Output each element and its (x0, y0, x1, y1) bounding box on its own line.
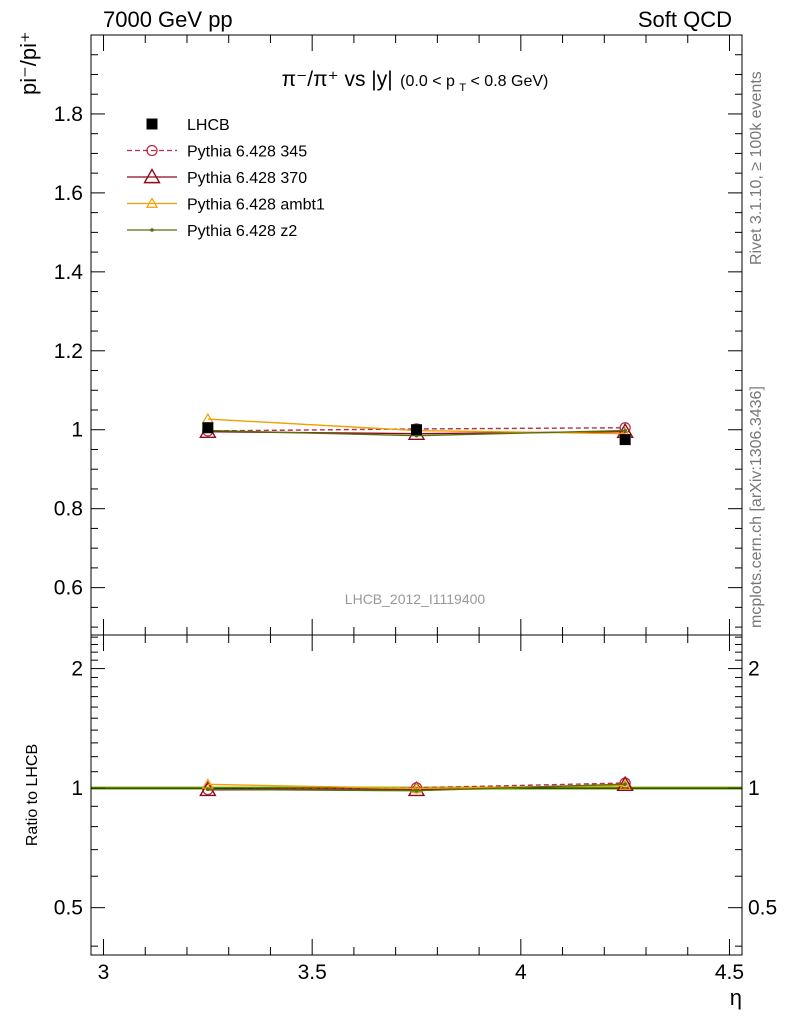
main-y-tick-label: 0.6 (54, 577, 83, 600)
ratio-y-tick-label-left: 1 (71, 777, 83, 800)
ratio-y-tick-label-right: 1 (748, 777, 760, 800)
ratio-y-tick-label-right: 2 (748, 658, 760, 681)
legend-item: Pythia 6.428 ambt1 (127, 197, 325, 214)
ratio-y-tick-label-right: 0.5 (748, 897, 777, 920)
ratio-series-layer (199, 775, 634, 797)
legend-marker (146, 118, 158, 130)
ratio-series-marker (623, 782, 627, 787)
x-axis-label: η (730, 985, 742, 1010)
legend-item: LHCB (146, 117, 230, 134)
legend-marker (146, 144, 158, 157)
x-tick-label: 4.5 (715, 961, 744, 984)
legend-marker (143, 168, 161, 184)
legend-item: Pythia 6.428 370 (127, 168, 307, 187)
ratio-panel: 0.5 0.5 1 1 2 2 3 3.5 4 4.5 Ratio to LHCB η (24, 634, 777, 1010)
ratio-y-tick-label-left: 0.5 (54, 897, 83, 920)
x-tick-label: 3 (98, 961, 110, 984)
mcplots-reference-label: mcplots.cern.ch [arXiv:1306.3436] (748, 386, 765, 628)
legend-label: Pythia 6.428 345 (187, 144, 307, 161)
legend-label: LHCB (187, 117, 230, 134)
ratio-series-marker (414, 788, 419, 793)
ratio-plot-frame (90, 634, 743, 956)
data-point (411, 424, 422, 436)
legend: LHCB Pythia 6.428 345 Pythia 6.428 370 Pyth… (127, 117, 325, 240)
main-series-layer (199, 412, 634, 446)
title-main: π⁻/π⁺ vs |y| (282, 68, 393, 91)
x-tick-label: 3.5 (298, 961, 327, 984)
main-panel: 0.6 0.8 1 1.2 1.4 1.6 1.8 pi⁻/pi⁺ π⁻/π⁺ vs |y|… (16, 31, 743, 636)
legend-label: Pythia 6.428 z2 (187, 223, 297, 240)
legend-marker (145, 197, 159, 208)
main-y-tick-label: 1.2 (54, 340, 83, 363)
title-cut-suffix: < 0.8 GeV) (471, 73, 549, 90)
main-y-axis: 0.6 0.8 1 1.2 1.4 1.6 1.8 (54, 54, 742, 628)
main-y-tick-label: 1 (71, 419, 83, 442)
main-y-tick-label: 1.6 (54, 182, 83, 205)
ratio-y-tick-label-left: 2 (71, 658, 83, 681)
legend-item: Pythia 6.428 z2 (127, 223, 297, 240)
analysis-watermark: LHCB_2012_I1119400 (345, 591, 486, 607)
x-tick-label: 4 (515, 961, 527, 984)
analysis-category-label: Soft QCD (637, 7, 732, 32)
title-cut-sub: T (459, 82, 466, 94)
ratio-y-axis: 0.5 0.5 1 1 2 2 (54, 636, 777, 947)
data-point (202, 422, 214, 434)
series-marker (201, 412, 214, 424)
main-y-tick-label: 0.8 (54, 498, 83, 521)
title-cut-prefix: (0.0 < p (400, 73, 455, 90)
rivet-version-label: Rivet 3.1.10, ≥ 100k events (748, 71, 765, 265)
series-marker (619, 422, 631, 434)
legend-label: Pythia 6.428 ambt1 (187, 197, 325, 214)
y-axis-label-text: pi⁻/pi⁺ (16, 31, 41, 95)
main-x-ticks (103, 35, 730, 635)
ratio-series-marker (206, 787, 210, 792)
legend-marker (150, 228, 154, 232)
plot-title: π⁻/π⁺ vs |y| (0.0 < p T < 0.8 GeV) (282, 68, 549, 95)
data-point (619, 434, 631, 446)
main-y-tick-label: 1.8 (54, 103, 83, 126)
series-marker (623, 428, 627, 433)
collision-energy-label: 7000 GeV pp (103, 7, 233, 32)
ratio-y-axis-label: Ratio to LHCB (24, 744, 41, 846)
legend-label: Pythia 6.428 370 (187, 170, 307, 187)
main-y-tick-label: 1.4 (54, 261, 84, 284)
legend-item: Pythia 6.428 345 (127, 144, 307, 161)
main-y-axis-label: pi⁻/pi⁺ (16, 31, 41, 95)
ratio-x-axis: 3 3.5 4 4.5 (98, 635, 744, 984)
